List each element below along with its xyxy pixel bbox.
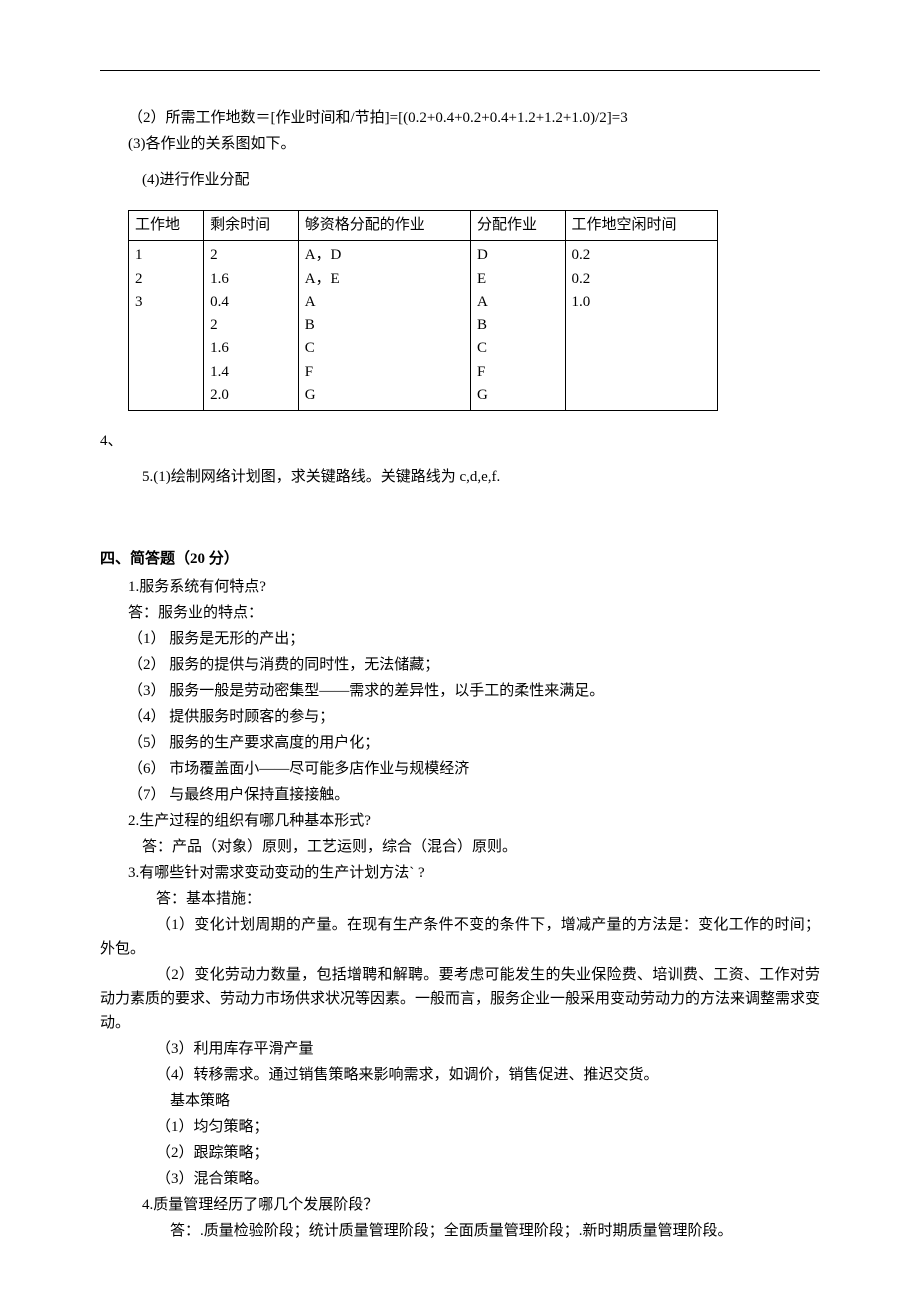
cell-remaining: 2 1.6 0.4 2 1.6 1.4 2.0 (204, 241, 299, 411)
q3-p4: （4）转移需求。通过销售策略来影响需求，如调价，销售促进、推迟交货。 (100, 1063, 820, 1087)
q1-point: （3） 服务一般是劳动密集型——需求的差异性，以手工的柔性来满足。 (100, 679, 820, 703)
q4-answer: 答：.质量检验阶段；统计质量管理阶段；全面质量管理阶段；.新时期质量管理阶段。 (100, 1219, 820, 1243)
cell-workstation: 1 2 3 (129, 241, 204, 411)
q1-title: 1.服务系统有何特点? (100, 575, 820, 599)
calc-line-2: （2）所需工作地数＝[作业时间和/节拍]=[(0.2+0.4+0.2+0.4+1… (100, 106, 820, 130)
cell-assigned: D E A B C F G (470, 241, 565, 411)
q1-point: （5） 服务的生产要求高度的用户化； (100, 731, 820, 755)
table-row: 1 2 3 2 1.6 0.4 2 1.6 1.4 2.0 A，D (129, 241, 718, 411)
q3-p3: （3）利用库存平滑产量 (100, 1037, 820, 1061)
q3-p2: （2）变化劳动力数量，包括增聘和解聘。要考虑可能发生的失业保险费、培训费、工资、… (100, 963, 820, 1035)
th-remaining: 剩余时间 (204, 211, 299, 241)
q1-point: （4） 提供服务时顾客的参与； (100, 705, 820, 729)
q4-title: 4.质量管理经历了哪几个发展阶段？ (100, 1193, 820, 1217)
q3-intro: 答：基本措施： (100, 887, 820, 911)
q3-s1: （1）均匀策略； (100, 1115, 820, 1139)
q3-strategy-title: 基本策略 (100, 1089, 820, 1113)
th-assigned: 分配作业 (470, 211, 565, 241)
q2-title: 2.生产过程的组织有哪几种基本形式? (100, 809, 820, 833)
q1-point: （2） 服务的提供与消费的同时性，无法储藏； (100, 653, 820, 677)
header-rule (100, 70, 820, 71)
assignment-table: 工作地 剩余时间 够资格分配的作业 分配作业 工作地空闲时间 1 2 3 2 1… (128, 210, 718, 411)
calc-line-3: (3)各作业的关系图如下。 (100, 132, 820, 156)
cell-idle: 0.2 0.2 1.0 (565, 241, 718, 411)
q1-point: （6） 市场覆盖面小——尽可能多店作业与规模经济 (100, 757, 820, 781)
table-header-row: 工作地 剩余时间 够资格分配的作业 分配作业 工作地空闲时间 (129, 211, 718, 241)
item-4-label: 4、 (100, 429, 820, 453)
section-4-title: 四、简答题（20 分） (100, 547, 820, 571)
q3-s2: （2）跟踪策略； (100, 1141, 820, 1165)
calc-line-4: (4)进行作业分配 (100, 168, 820, 192)
q3-p1: （1）变化计划周期的产量。在现有生产条件不变的条件下，增减产量的方法是：变化工作… (100, 913, 820, 961)
q1-point: （7） 与最终用户保持直接接触。 (100, 783, 820, 807)
q2-answer: 答：产品（对象）原则，工艺运则，综合（混合）原则。 (100, 835, 820, 859)
q1-intro: 答：服务业的特点： (100, 601, 820, 625)
th-idle: 工作地空闲时间 (565, 211, 718, 241)
cell-eligible: A，D A，E A B C F G (298, 241, 470, 411)
th-workstation: 工作地 (129, 211, 204, 241)
q3-s3: （3）混合策略。 (100, 1167, 820, 1191)
item-5-1: 5.(1)绘制网络计划图，求关键路线。关键路线为 c,d,e,f. (100, 465, 820, 489)
th-eligible: 够资格分配的作业 (298, 211, 470, 241)
document-page: （2）所需工作地数＝[作业时间和/节拍]=[(0.2+0.4+0.2+0.4+1… (0, 0, 920, 1305)
q3-title: 3.有哪些针对需求变动变动的生产计划方法` ? (100, 861, 820, 885)
q1-point: （1） 服务是无形的产出； (100, 627, 820, 651)
